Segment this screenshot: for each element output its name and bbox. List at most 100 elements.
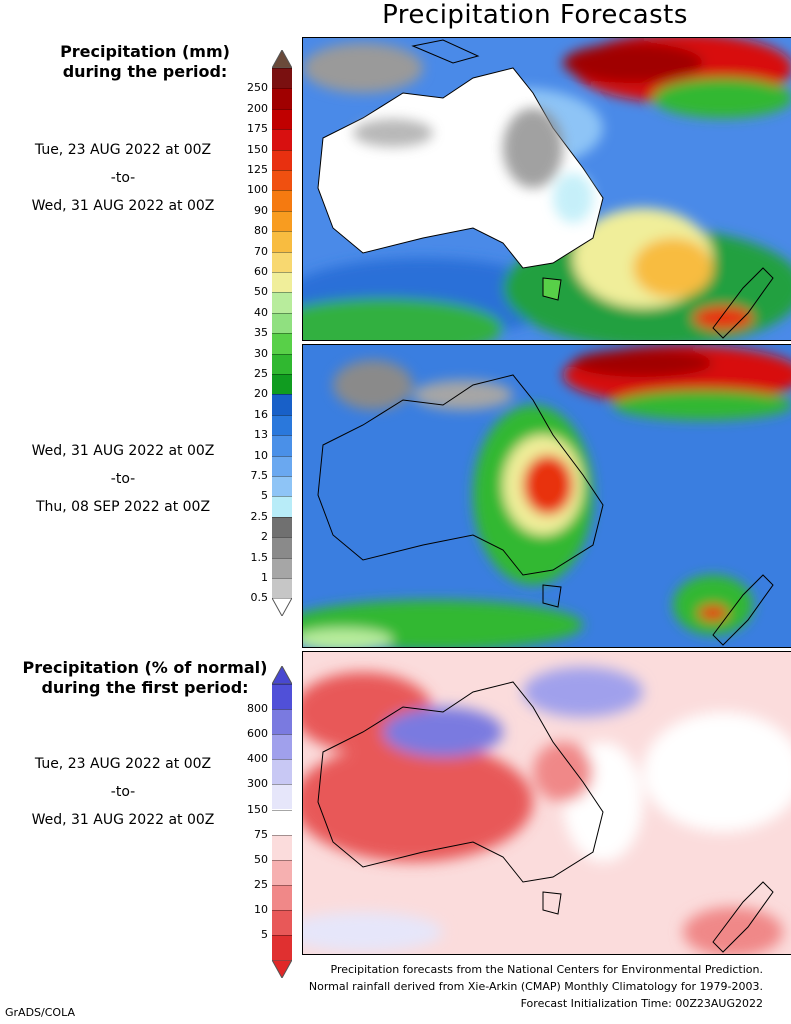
colorbar-top-arrow [272,666,292,684]
colorbar-tick-label: 0.5 [250,591,269,605]
colorbar-tick-label: 125 [247,163,268,176]
period1-start: Tue, 23 AUG 2022 at 00Z [34,142,212,158]
colorbar-tick-label: 75 [254,827,268,841]
colorbar-swatch [272,414,292,436]
colorbar-swatch [272,709,292,735]
colorbar-swatch [272,884,292,910]
colorbar-swatch [272,909,292,935]
colorbar-swatch [272,834,292,860]
colorbar-swatch [272,557,292,578]
colorbar-tick-label: 90 [254,203,268,217]
colorbar-tick-label: 150 [247,802,268,816]
pct-period-sep: -to- [110,784,136,800]
colorbar-bottom-arrow [272,598,292,617]
colorbar-swatch [272,859,292,885]
colorbar-tick-label: 100 [247,183,268,197]
colorbar-tick-label: 25 [254,367,268,380]
map-panel-pct-normal [302,651,791,955]
period2-start: Wed, 31 AUG 2022 at 00Z [31,443,215,459]
colorbar-tick-label: 50 [254,285,268,299]
colorbar-tick-label: 400 [247,752,268,766]
colorbar-swatch [272,210,292,232]
footer: Precipitation forecasts from the Nationa… [163,961,763,1012]
precip-mm-heading-line2: during the period: [62,62,228,81]
colorbar-tick-label: 40 [254,305,268,319]
colorbar-swatch [272,292,292,313]
colorbar-tick-label: 175 [247,122,268,136]
colorbar-swatch [272,88,292,109]
precip-pct-heading-line1: Precipitation (% of normal) [22,658,268,677]
period1-sep: -to- [110,170,136,186]
colorbar-tick-label: 5 [261,928,268,941]
footer-line3: Forecast Initialization Time: 00Z23AUG20… [520,997,763,1010]
colorbar-tick-label: 70 [254,244,268,258]
colorbar-tick-label: 13 [254,428,268,442]
pct-period-end: Wed, 31 AUG 2022 at 00Z [31,812,215,828]
map-panel-week2 [302,344,791,648]
colorbar-swatch [272,684,292,710]
precip-mm-heading-line1: Precipitation (mm) [60,42,230,61]
colorbar-swatch [272,251,292,272]
colorbar-tick-label: 16 [254,407,268,421]
colorbar-tick-label: 35 [254,326,268,340]
precip-pct-heading-line2: during the first period: [41,678,249,697]
colorbar-tick-label: 1.5 [250,550,269,564]
colorbar-tick-label: 2.5 [250,509,269,523]
period2-sep: -to- [110,471,136,487]
map-week1-graphic [303,38,791,340]
colorbar-bottom-arrow [272,960,292,979]
colorbar-tick-label: 25 [254,877,268,891]
colorbar-swatch [272,784,292,810]
footer-line1: Precipitation forecasts from the Nationa… [330,963,764,976]
page-title: Precipitation Forecasts [382,0,688,30]
colorbar-tick-label: 150 [247,142,268,156]
colorbar-swatch [272,374,292,395]
colorbar-tick-label: 20 [254,387,268,401]
colorbar-swatch [272,537,292,558]
colorbar-tick-label: 1 [261,571,268,584]
colorbar-swatch [272,333,292,354]
colorbar-swatch [272,312,292,334]
colorbar-swatch [272,231,292,252]
colorbar-swatch [272,455,292,476]
colorbar-swatch [272,734,292,760]
colorbar-tick-label: 10 [254,448,268,462]
credit: GrADS/COLA [5,1006,75,1019]
precip-pct-colorbar [272,666,292,979]
colorbar-tick-label: 50 [254,852,268,866]
colorbar-swatch [272,496,292,517]
precip-mm-colorbar [272,50,292,624]
colorbar-swatch [272,435,292,456]
colorbar-swatch [272,476,292,497]
colorbar-tick-label: 5 [261,489,268,503]
colorbar-tick-label: 7.5 [250,469,269,482]
colorbar-swatch [272,353,292,374]
precip-mm-heading: Precipitation (mm) during the period: [20,42,270,82]
colorbar-swatch [272,108,292,130]
colorbar-tick-label: 250 [247,81,268,95]
colorbar-tick-label: 600 [247,727,268,741]
period1-end: Wed, 31 AUG 2022 at 00Z [31,198,215,214]
colorbar-tick-label: 10 [254,902,268,916]
colorbar-tick-label: 30 [254,346,268,360]
colorbar-swatch [272,149,292,170]
colorbar-tick-label: 2 [261,530,268,544]
colorbar-swatch [272,759,292,785]
colorbar-tick-label: 200 [247,101,268,115]
colorbar-top-arrow [272,50,292,68]
colorbar-tick-label: 80 [254,224,268,238]
colorbar-swatch [272,578,292,599]
colorbar-swatch [272,190,292,211]
colorbar-swatch [272,170,292,191]
colorbar-swatch [272,129,292,150]
colorbar-tick-label: 800 [247,702,268,716]
precip-pct-heading: Precipitation (% of normal) during the f… [10,658,280,698]
colorbar-swatch [272,394,292,415]
colorbar-swatch [272,809,292,835]
period2-end: Thu, 08 SEP 2022 at 00Z [35,499,211,515]
colorbar-tick-label: 60 [254,265,268,278]
colorbar-swatch [272,935,292,961]
map-pct-normal-graphic [303,652,791,954]
colorbar-swatch [272,272,292,293]
colorbar-tick-label: 300 [247,777,268,791]
